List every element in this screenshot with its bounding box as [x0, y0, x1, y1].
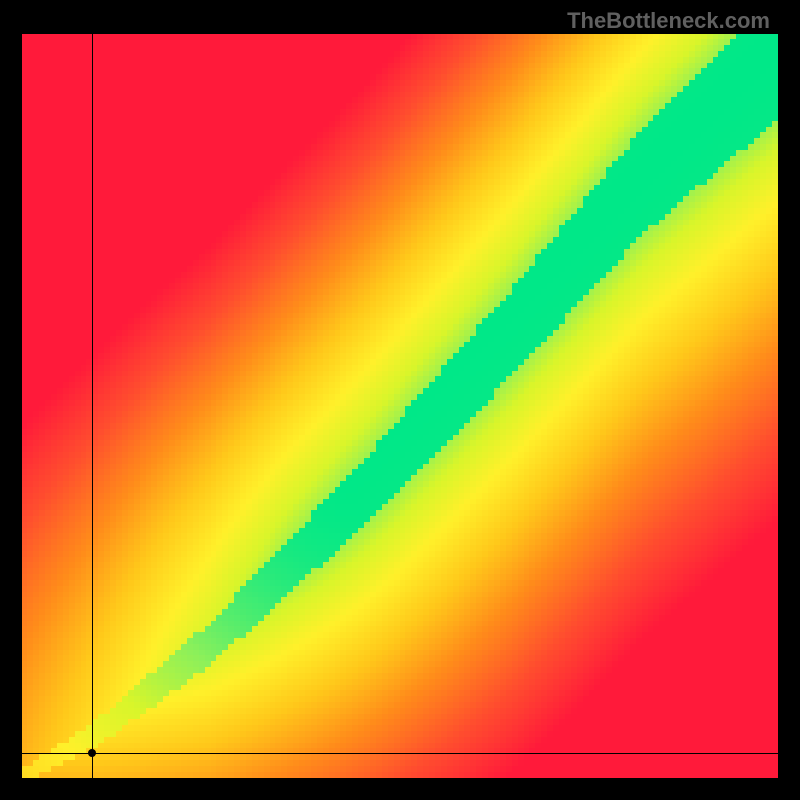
crosshair-horizontal	[22, 753, 778, 754]
bottleneck-heatmap	[22, 34, 778, 778]
watermark-text: TheBottleneck.com	[567, 8, 770, 34]
chart-container: TheBottleneck.com	[0, 0, 800, 800]
crosshair-marker	[88, 749, 96, 757]
crosshair-vertical	[92, 34, 93, 778]
